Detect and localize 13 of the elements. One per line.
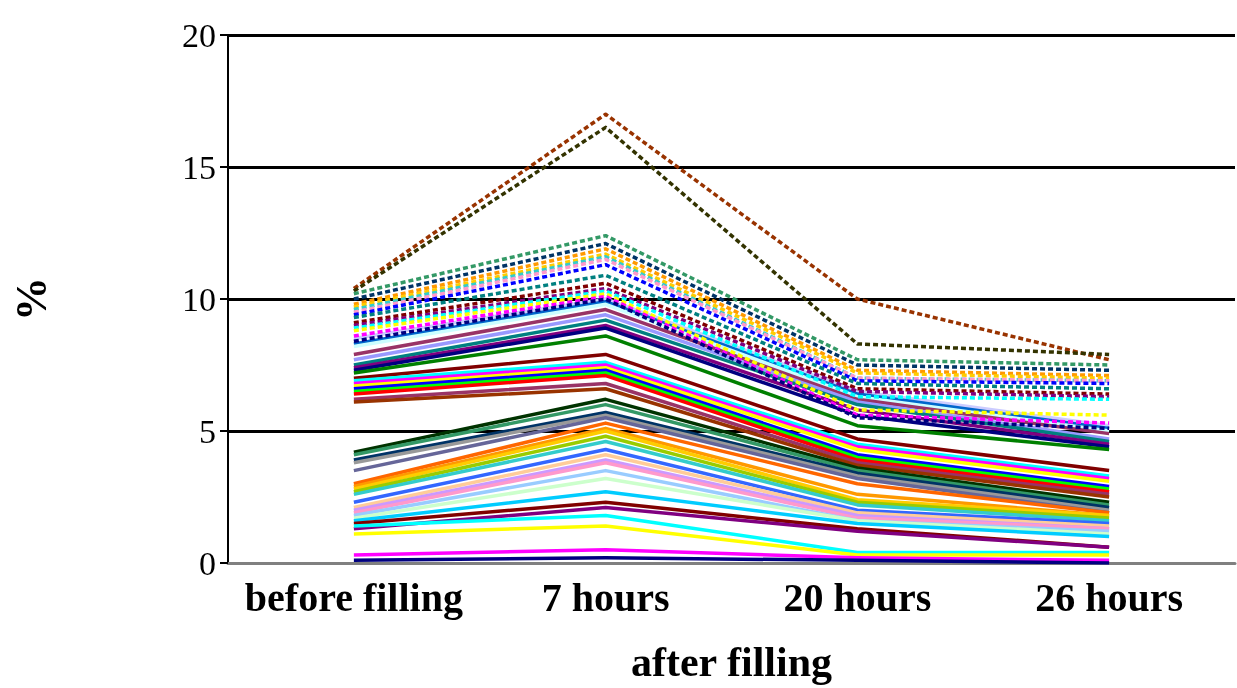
x-tick-label: 26 hours: [1035, 574, 1184, 620]
y-tick-label: 5: [199, 412, 216, 450]
line-series: [352, 548, 1111, 563]
y-axis-title: %: [6, 277, 56, 321]
x-axis-title: after filling: [630, 639, 833, 685]
x-tick-label: before filling: [244, 574, 463, 620]
x-tick-label: 7 hours: [541, 574, 670, 620]
y-tick-label: 0: [199, 544, 216, 582]
y-tick-label: 10: [182, 280, 216, 318]
y-tick-label: 15: [182, 148, 216, 186]
line-series: [352, 489, 1111, 539]
x-tick-label: 20 hours: [783, 574, 932, 620]
y-tick-label: 20: [182, 16, 216, 54]
